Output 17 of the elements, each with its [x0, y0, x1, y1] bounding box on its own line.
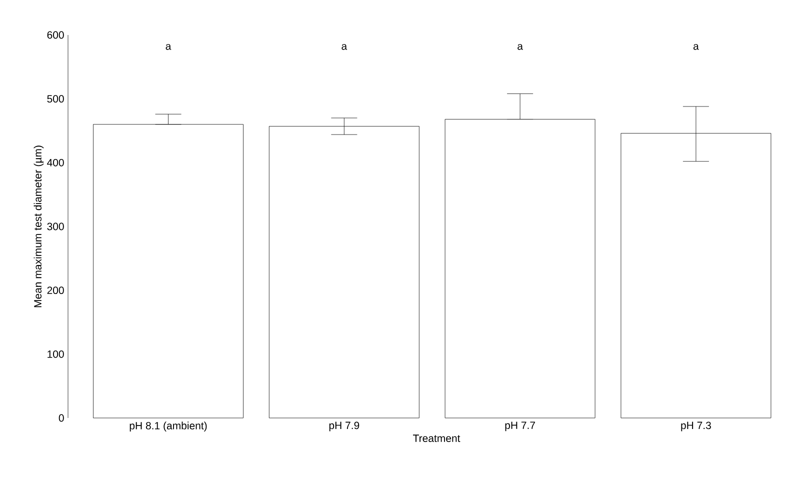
y-tick-label: 600: [47, 31, 64, 39]
y-tick-label: 500: [47, 95, 64, 103]
x-axis-title: Treatment: [413, 434, 460, 442]
y-tick-label: 300: [47, 222, 64, 230]
annotation: a: [518, 44, 523, 50]
annotation: a: [342, 44, 348, 50]
y-tick-label: 0: [58, 414, 64, 422]
y-tick-label: 100: [48, 350, 64, 358]
annotation: a: [166, 44, 172, 50]
x-tick-label: pH 8.1 (ambient): [130, 422, 207, 432]
y-axis-title: Mean maximum test diameter (µm): [34, 146, 44, 308]
x-tick-label: pH 7.3: [681, 422, 711, 432]
annotation: a: [693, 44, 699, 50]
x-tick-label: pH 7.9: [329, 422, 360, 432]
y-tick-label: 400: [47, 158, 64, 166]
x-tick-label: pH 7.7: [505, 422, 535, 432]
y-tick-label: 200: [47, 286, 64, 294]
